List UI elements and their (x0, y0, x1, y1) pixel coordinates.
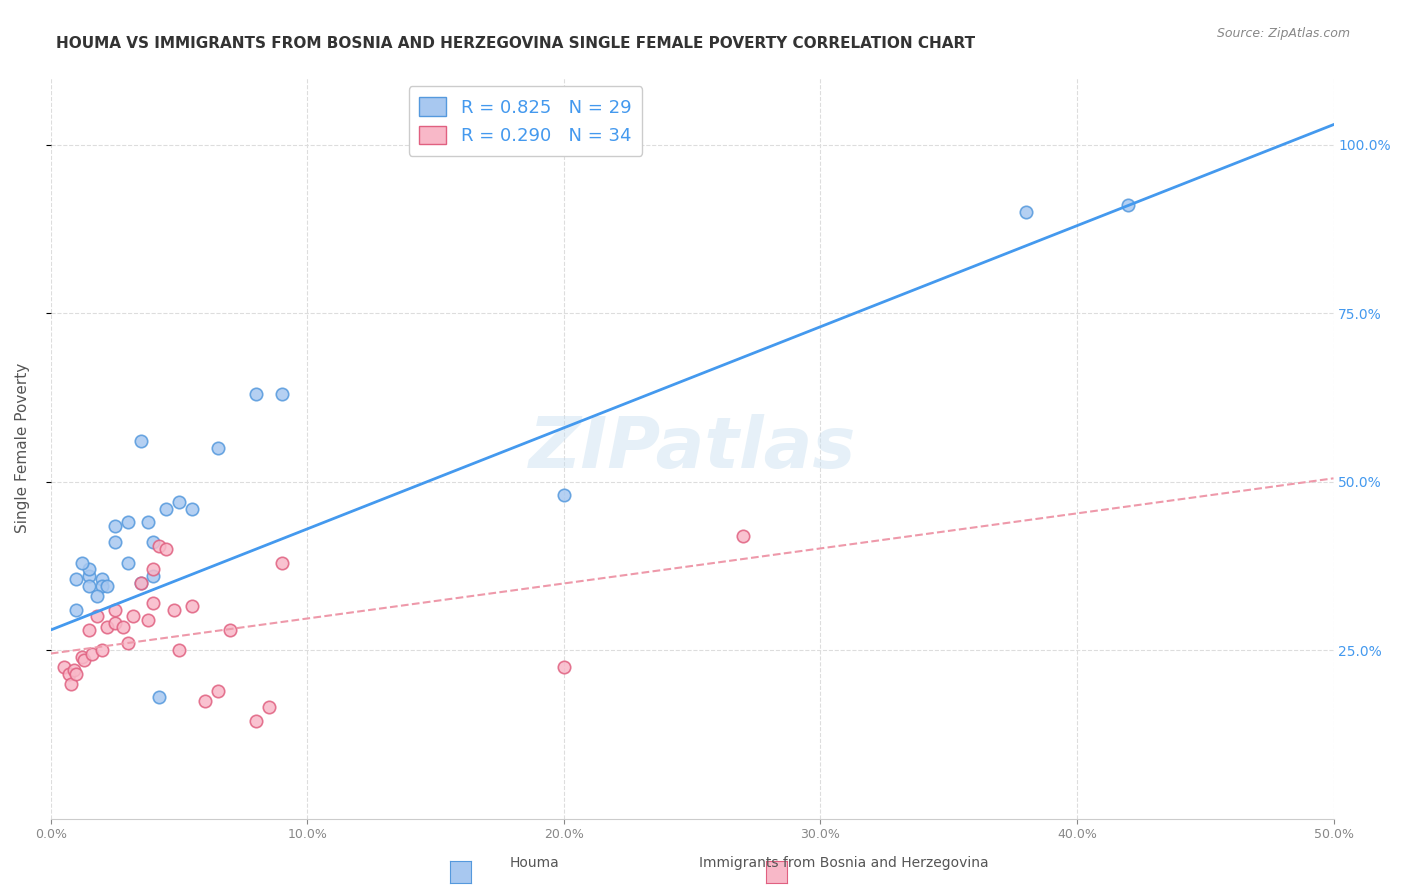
Point (207, 441, 229, 455)
Point (80, 647, 103, 661)
Point (79, 569, 101, 583)
Point (117, 636, 139, 650)
Point (136, 613, 159, 627)
Point (167, 495, 190, 509)
Point (148, 690, 170, 705)
Point (181, 599, 204, 614)
Point (142, 596, 165, 610)
Point (136, 515, 159, 529)
Point (142, 569, 165, 583)
Point (155, 542, 177, 557)
Point (148, 539, 170, 553)
Point (96, 579, 118, 593)
Point (257, 700, 280, 714)
Y-axis label: Single Female Poverty: Single Female Poverty (15, 363, 30, 533)
Point (142, 562, 165, 576)
Point (194, 694, 217, 708)
Point (553, 488, 575, 502)
Point (1116, 198, 1139, 212)
Legend: R = 0.825   N = 29, R = 0.290   N = 34: R = 0.825 N = 29, R = 0.290 N = 34 (409, 87, 643, 156)
Point (91, 573, 114, 587)
Point (219, 623, 242, 637)
Point (63, 664, 86, 678)
Point (129, 434, 152, 449)
Text: Houma: Houma (509, 855, 560, 870)
Point (181, 501, 204, 516)
Point (111, 619, 134, 633)
Point (117, 515, 139, 529)
Point (79, 562, 101, 576)
Text: ZIPatlas: ZIPatlas (529, 414, 856, 483)
Point (104, 616, 127, 631)
Point (86, 609, 108, 624)
Point (733, 528, 755, 542)
Point (553, 660, 575, 674)
Point (70, 649, 93, 664)
Point (70, 556, 93, 570)
Point (104, 535, 127, 549)
Point (65, 603, 87, 617)
Point (117, 556, 139, 570)
Point (65, 666, 87, 681)
Point (104, 518, 127, 533)
Point (96, 619, 118, 633)
Point (163, 603, 186, 617)
Text: Source: ZipAtlas.com: Source: ZipAtlas.com (1216, 27, 1350, 40)
Point (86, 589, 108, 603)
Text: Immigrants from Bosnia and Herzegovina: Immigrants from Bosnia and Herzegovina (699, 855, 988, 870)
Point (207, 683, 229, 698)
Point (167, 643, 190, 657)
Point (245, 714, 267, 728)
Point (79, 623, 101, 637)
Point (73, 653, 96, 667)
Point (142, 535, 165, 549)
Point (104, 603, 127, 617)
Point (245, 387, 267, 401)
Point (1014, 205, 1036, 219)
Point (129, 575, 152, 590)
Point (122, 609, 145, 624)
Point (91, 643, 114, 657)
Point (58, 666, 80, 681)
Point (79, 579, 101, 593)
Text: HOUMA VS IMMIGRANTS FROM BOSNIA AND HERZEGOVINA SINGLE FEMALE POVERTY CORRELATIO: HOUMA VS IMMIGRANTS FROM BOSNIA AND HERZ… (56, 36, 976, 51)
Point (60, 677, 83, 691)
Point (270, 556, 292, 570)
Point (129, 575, 152, 590)
Point (155, 501, 177, 516)
Point (270, 387, 292, 401)
Point (52, 660, 75, 674)
Point (65, 573, 87, 587)
Point (91, 579, 114, 593)
